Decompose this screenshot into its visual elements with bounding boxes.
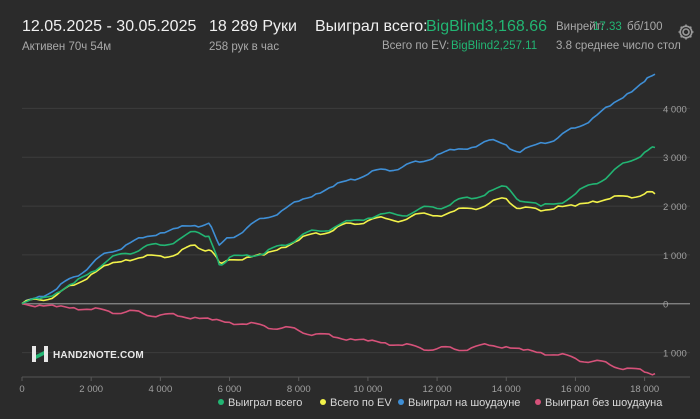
chart-grid xyxy=(22,107,690,354)
legend-label: Выиграл без шоудауна xyxy=(545,397,663,409)
y-tick-label: 2 000 xyxy=(663,202,687,213)
summary-header: 12.05.2025 - 30.05.2025 Активен 70ч 54м … xyxy=(0,0,700,62)
legend-dot xyxy=(218,399,224,405)
y-tick-label: 4 000 xyxy=(663,104,687,115)
hands-count: 18 289 Руки xyxy=(209,18,297,35)
x-tick-label: 16 000 xyxy=(561,384,590,395)
legend-dot xyxy=(535,399,541,405)
x-tick-label: 6 000 xyxy=(218,384,242,395)
legend-label: Выиграл всего xyxy=(228,397,303,409)
x-tick-label: 12 000 xyxy=(423,384,452,395)
winrate-unit: бб/100 xyxy=(627,21,663,33)
y-tick-label: 3 000 xyxy=(663,153,687,164)
x-tick-label: 10 000 xyxy=(353,384,382,395)
x-tick-label: 4 000 xyxy=(148,384,172,395)
y-axis-ticks: 4 000 3 000 2 000 1 000 0 1 000 xyxy=(663,104,687,359)
legend-item-ev[interactable]: Всего по EV xyxy=(320,397,392,409)
y-tick-label: 0 xyxy=(663,300,668,311)
hand2note-logo-icon xyxy=(32,346,48,362)
winrate-label: Винрейт: xyxy=(556,21,605,33)
series-line-2 xyxy=(21,73,656,305)
x-tick-label: 18 000 xyxy=(630,384,659,395)
total-won-label: Выиграл всего: xyxy=(315,18,428,35)
legend-label: Выиграл на шоудауне xyxy=(408,397,521,409)
chart-legend: Выиграл всего Всего по EV Выиграл на шоу… xyxy=(0,392,700,414)
average-tables: 3.8 среднее число стол xyxy=(556,40,681,52)
legend-label: Всего по EV xyxy=(330,397,392,409)
legend-dot xyxy=(320,399,326,405)
legend-item-non-showdown[interactable]: Выиграл без шоудауна xyxy=(535,397,662,409)
profit-chart[interactable]: 0 2 000 4 000 6 000 8 000 10 000 12 000 14 000 1… xyxy=(0,62,700,414)
legend-item-total-won[interactable]: Выиграл всего xyxy=(218,397,302,409)
x-tick-label: 2 000 xyxy=(79,384,103,395)
profit-graph: 0 2 000 4 000 6 000 8 000 10 000 12 000 14 000 1… xyxy=(19,73,690,395)
x-tick-label: 8 000 xyxy=(287,384,311,395)
ev-total-value: BigBlind2,257.11 xyxy=(451,40,538,52)
date-range[interactable]: 12.05.2025 - 30.05.2025 xyxy=(22,18,197,35)
series-line-1 xyxy=(21,190,656,305)
series-line-0 xyxy=(21,146,656,305)
y-tick-label: 1 000 xyxy=(663,349,687,360)
hand2note-logo-text: HAND2NOTE.COM xyxy=(53,350,144,361)
legend-dot xyxy=(398,399,404,405)
x-tick-label: 0 xyxy=(19,384,24,395)
active-time: Активен 70ч 54м xyxy=(22,41,112,53)
y-tick-label: 1 000 xyxy=(663,251,687,262)
legend-item-showdown[interactable]: Выиграл на шоудауне xyxy=(398,397,520,409)
total-won-value: BigBlind3,168.66 xyxy=(426,18,547,35)
x-axis-ticks: 0 2 000 4 000 6 000 8 000 10 000 12 000 14 000 1… xyxy=(19,376,690,395)
winrate-value: 17.33 xyxy=(593,21,622,33)
hands-per-hour: 258 рук в час xyxy=(209,41,280,53)
chart-series xyxy=(21,73,656,376)
x-tick-label: 14 000 xyxy=(492,384,521,395)
series-line-3 xyxy=(21,302,656,376)
gear-icon[interactable] xyxy=(676,22,696,42)
ev-total-label: Всего по EV: xyxy=(382,40,450,52)
